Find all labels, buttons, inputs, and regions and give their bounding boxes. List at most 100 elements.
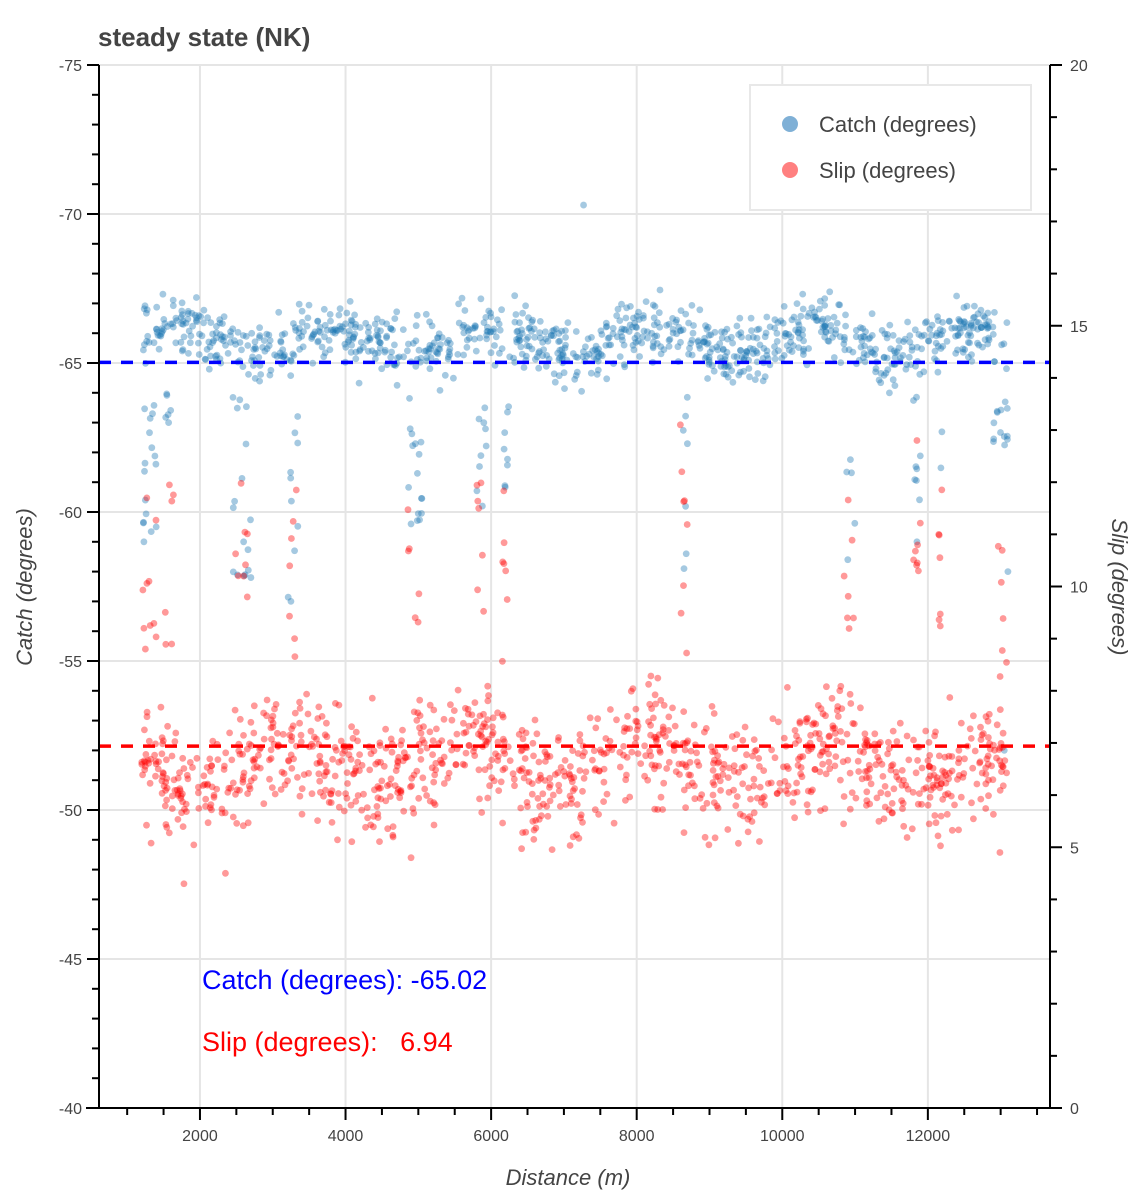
- slip-point: [358, 761, 366, 769]
- catch-point: [688, 302, 696, 309]
- catch-point: [327, 326, 335, 334]
- slip-point: [286, 612, 293, 620]
- slip-point: [850, 720, 858, 728]
- slip-point: [951, 801, 958, 809]
- catch-point: [415, 346, 423, 354]
- catch-point: [280, 353, 288, 360]
- slip-point: [626, 725, 634, 732]
- catch-point: [513, 338, 521, 346]
- slip-point: [839, 758, 847, 766]
- catch-point: [771, 324, 779, 332]
- catch-point: [597, 327, 605, 335]
- catch-point: [558, 346, 566, 353]
- slip-point: [620, 728, 628, 735]
- catch-point: [859, 325, 867, 332]
- catch-point: [747, 314, 755, 322]
- slip-point: [404, 753, 411, 761]
- slip-point: [176, 787, 184, 794]
- catch-point: [193, 294, 200, 301]
- catch-point: [224, 350, 232, 357]
- slip-point: [440, 780, 448, 787]
- slip-point: [957, 719, 965, 727]
- catch-point: [961, 346, 969, 353]
- slip-point: [314, 817, 321, 824]
- y-left-tick-label: -55: [59, 654, 82, 671]
- slip-point: [596, 746, 604, 754]
- slip-point: [810, 719, 818, 727]
- slip-point: [791, 727, 799, 734]
- slip-point: [143, 494, 151, 502]
- catch-point: [169, 296, 177, 304]
- slip-point: [709, 779, 717, 786]
- catch-point: [945, 317, 953, 325]
- grid-lines: [99, 64, 1050, 1109]
- catch-point: [1004, 568, 1012, 575]
- catch-point: [1003, 405, 1011, 412]
- slip-point: [735, 768, 742, 776]
- slip-point: [890, 785, 898, 793]
- catch-point: [780, 303, 788, 310]
- catch-point: [595, 345, 602, 353]
- catch-point: [722, 353, 729, 360]
- slip-point: [529, 739, 537, 747]
- catch-point: [730, 353, 738, 360]
- catch-point: [843, 468, 851, 476]
- catch-point: [471, 335, 478, 343]
- slip-point: [394, 789, 401, 796]
- catch-point: [229, 504, 237, 512]
- catch-point: [956, 317, 963, 325]
- catch-point: [755, 325, 763, 333]
- catch-point: [973, 318, 980, 326]
- catch-point: [915, 331, 923, 338]
- catch-point: [409, 442, 417, 450]
- slip-point: [879, 773, 887, 780]
- slip-point: [683, 521, 691, 528]
- slip-point: [971, 747, 979, 755]
- slip-point: [996, 673, 1004, 680]
- catch-point: [408, 430, 416, 438]
- slip-point: [396, 794, 404, 802]
- slip-point: [756, 783, 764, 791]
- catch-point: [711, 328, 719, 336]
- slip-point: [429, 751, 436, 758]
- y-right-tick-label: 0: [1070, 1101, 1079, 1118]
- catch-point: [163, 391, 171, 399]
- catch-point: [590, 353, 598, 361]
- slip-point: [738, 764, 746, 771]
- slip-point: [140, 624, 148, 632]
- slip-point: [978, 769, 986, 777]
- catch-point: [895, 337, 903, 344]
- catch-point: [422, 310, 430, 318]
- slip-point: [831, 730, 839, 737]
- catch-point: [300, 328, 307, 335]
- catch-point: [682, 550, 690, 558]
- catch-point: [195, 312, 203, 320]
- catch-point: [630, 314, 637, 322]
- y-left-tick-label: -70: [59, 207, 82, 224]
- catch-point: [648, 329, 656, 337]
- slip-point: [240, 769, 248, 777]
- catch-point: [542, 362, 550, 370]
- catch-point: [893, 348, 901, 356]
- slip-point: [714, 804, 722, 812]
- catch-point: [912, 463, 920, 470]
- slip-point: [990, 810, 997, 818]
- slip-point: [542, 758, 549, 765]
- slip-point: [976, 759, 983, 767]
- slip-point: [232, 790, 239, 798]
- slip-point: [677, 609, 685, 617]
- slip-point: [826, 765, 834, 773]
- slip-point: [799, 753, 807, 760]
- slip-point: [152, 760, 160, 768]
- slip-point: [837, 776, 844, 784]
- slip-point: [945, 775, 952, 783]
- slip-point: [829, 722, 837, 730]
- catch-point: [728, 367, 736, 375]
- slip-point: [982, 805, 990, 812]
- catch-point: [720, 370, 728, 378]
- slip-point: [220, 766, 228, 773]
- catch-point: [842, 322, 849, 330]
- slip-point: [393, 762, 401, 770]
- slip-point: [642, 752, 650, 760]
- slip-point: [925, 739, 933, 746]
